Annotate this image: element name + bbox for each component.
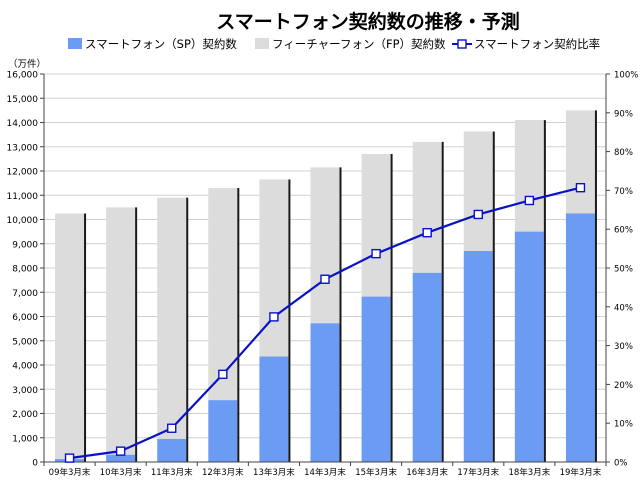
left-tick-label: 8,000 — [12, 265, 38, 275]
right-tick-label: 100% — [614, 71, 638, 81]
ratio-point — [115, 446, 126, 456]
left-tick-label: 9,000 — [12, 240, 38, 250]
left-tick-label: 3,000 — [12, 386, 38, 396]
ratio-point — [269, 312, 279, 322]
left-tick-label: 12,000 — [7, 168, 39, 178]
x-tick-label: 19年3月末 — [560, 467, 602, 478]
left-tick-label: 15,000 — [7, 95, 39, 105]
fp-bar — [106, 207, 136, 455]
x-tick-label: 09年3月末 — [49, 467, 91, 478]
fp-bar — [208, 187, 238, 401]
right-tick-label: 70% — [614, 187, 633, 197]
right-tick-label: 60% — [614, 226, 633, 236]
right-tick-label: 40% — [614, 303, 633, 313]
sp-bar — [463, 251, 493, 462]
sp-bar — [157, 438, 187, 462]
fp-bar — [259, 179, 289, 357]
legend-sp-label: スマートフォン（SP）契約数 — [85, 37, 237, 51]
x-axis-ticks: 09年3月末 10年3月末 11年3月末 12年3月末 13年3月末 14年3月末 15年3… — [49, 467, 602, 478]
left-tick-label: 6,000 — [12, 313, 38, 323]
left-tick-label: 0 — [32, 459, 38, 469]
right-tick-label: 10% — [614, 420, 633, 430]
ratio-point — [371, 248, 381, 259]
fp-bar — [514, 120, 544, 232]
sp-bar — [208, 400, 238, 462]
fp-bar — [157, 197, 187, 439]
ratio-point — [167, 423, 177, 433]
left-tick-label: 1,000 — [12, 434, 38, 444]
right-tick-label: 20% — [614, 381, 633, 391]
right-tick-label: 90% — [614, 109, 633, 119]
x-tick-label: 10年3月末 — [100, 467, 142, 478]
fp-bar — [565, 110, 595, 214]
right-axis-ticks: 0% 10% 20% 30% 40% 50% 60% 70% 80% 90% 100% — [606, 71, 638, 469]
sp-bar — [106, 454, 136, 462]
legend: スマートフォン（SP）契約数 フィーチャーフォン（FP）契約数 スマートフォン契… — [68, 37, 600, 51]
x-tick-label: 15年3月末 — [355, 467, 397, 478]
ratio-point — [473, 209, 483, 220]
fp-bar — [361, 154, 391, 297]
chart-title: スマートフォン契約数の推移・予測 — [216, 10, 519, 33]
ratio-point — [218, 369, 228, 380]
x-tick-label: 11年3月末 — [151, 467, 193, 478]
x-tick-label: 18年3月末 — [508, 467, 550, 478]
left-tick-label: 4,000 — [12, 362, 38, 372]
x-tick-label: 13年3月末 — [253, 467, 295, 478]
right-tick-label: 80% — [614, 148, 633, 158]
left-axis-unit: （万件） — [8, 58, 46, 70]
left-tick-label: 14,000 — [7, 119, 39, 129]
ratio-point — [575, 182, 586, 193]
legend-sp-swatch — [68, 38, 82, 49]
left-tick-label: 7,000 — [12, 289, 38, 299]
x-tick-label: 14年3月末 — [304, 467, 346, 478]
right-tick-label: 50% — [614, 265, 633, 275]
right-tick-label: 30% — [614, 342, 633, 352]
fp-bar — [463, 131, 493, 252]
fp-bar — [310, 167, 340, 324]
fp-bar — [55, 213, 85, 460]
sp-bar — [361, 296, 391, 462]
left-tick-label: 2,000 — [12, 410, 38, 420]
left-tick-label: 11,000 — [7, 192, 39, 202]
sp-bar — [412, 272, 442, 462]
legend-ratio-label: スマートフォン契約比率 — [474, 37, 600, 51]
legend-fp-swatch — [255, 38, 269, 49]
sp-bar — [310, 323, 340, 462]
left-tick-label: 5,000 — [12, 337, 38, 347]
left-tick-label: 16,000 — [7, 71, 39, 81]
ratio-line — [64, 182, 586, 463]
sp-bar — [565, 213, 595, 462]
left-tick-label: 13,000 — [7, 143, 39, 153]
x-tick-label: 12年3月末 — [202, 467, 244, 478]
sp-bar — [259, 356, 289, 462]
x-tick-label: 16年3月末 — [406, 467, 448, 478]
left-tick-label: 10,000 — [7, 216, 39, 226]
legend-fp-label: フィーチャーフォン（FP）契約数 — [272, 37, 446, 51]
ratio-point — [422, 227, 432, 238]
x-tick-label: 17年3月末 — [457, 467, 499, 478]
left-axis-ticks: 0 1,000 2,000 3,000 4,000 5,000 6,000 7,000 8,00… — [7, 71, 44, 469]
fp-bar — [412, 141, 442, 273]
sp-bar — [514, 231, 544, 462]
legend-ratio-marker — [457, 39, 467, 49]
right-tick-label: 0% — [614, 459, 628, 469]
bars — [55, 110, 597, 462]
ratio-point — [320, 274, 330, 284]
ratio-point — [524, 195, 535, 206]
ratio-point — [64, 453, 75, 463]
